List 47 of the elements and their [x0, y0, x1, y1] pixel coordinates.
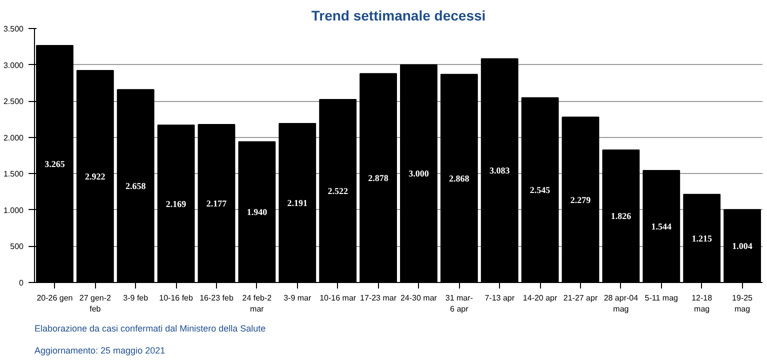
y-tick-label: 2.500	[3, 97, 24, 106]
data-label: 2.658	[125, 181, 146, 192]
data-label: 1.215	[692, 233, 712, 244]
data-label: 1.940	[246, 207, 268, 218]
x-tick-label: 24-30 mar	[400, 294, 438, 302]
x-tick-label: 10-16 mar	[320, 294, 356, 302]
data-label: 2.279	[570, 194, 592, 205]
x-tick-label: 5-11 mag	[644, 294, 678, 302]
x-tick-label: 7-13 apr	[484, 294, 515, 302]
x-tick-label: 16-23 feb	[200, 294, 234, 302]
y-tick-label: 0	[19, 278, 24, 288]
x-tick-label: 12-18 mag	[692, 294, 713, 314]
data-label: 3.083	[489, 166, 510, 176]
data-label: 3.265	[44, 159, 66, 170]
data-label: 2.922	[85, 171, 106, 182]
x-tick-label: 27 gen-2 feb	[79, 294, 112, 314]
data-label: 2.868	[449, 173, 470, 184]
data-label: 2.169	[166, 198, 187, 209]
y-tick-label: 2.000	[3, 133, 24, 142]
x-tick-label: 3-9 mar	[284, 294, 312, 302]
x-tick-label: 14-20 apr	[522, 294, 558, 302]
y-tick-label: 1.500	[3, 170, 24, 179]
x-tick-label: 28 apr-04 mag	[604, 294, 639, 314]
data-label: 2.522	[328, 186, 348, 196]
x-tick-label: 3-9 feb	[123, 294, 149, 302]
y-tick-label: 3.000	[3, 60, 24, 70]
data-label: 1.004	[732, 241, 753, 252]
text: Elaborazione da casi confermati dal Ministero della Salute	[34, 324, 266, 334]
x-tick-label: 17-23 mar	[360, 294, 397, 302]
x-tick-label: 31 mar- 6 apr	[445, 294, 474, 314]
data-label: 3.000	[408, 168, 430, 179]
x-tick-label: 19-25 mag	[732, 294, 754, 314]
data-label: 2.177	[206, 198, 228, 209]
data-label: 2.191	[287, 198, 308, 208]
y-tick-label: 500	[10, 242, 24, 252]
chart-title: Trend settimanale decessi	[311, 8, 486, 24]
x-tick-label: 21-27 apr	[563, 294, 598, 302]
data-label: 1.544	[651, 221, 672, 232]
y-tick-label: 1.000	[3, 206, 24, 215]
text: Aggiornamento: 25 maggio 2021	[34, 346, 166, 356]
x-tick-label: 10-16 feb	[159, 294, 194, 302]
data-label: 2.545	[530, 185, 551, 196]
data-label: 1.826	[610, 211, 632, 222]
y-tick-label: 3.500	[3, 24, 24, 34]
x-tick-label: 24 feb-2 mar	[242, 294, 272, 314]
x-tick-label: 20-26 gen	[36, 294, 73, 302]
data-label: 2.878	[368, 173, 389, 184]
